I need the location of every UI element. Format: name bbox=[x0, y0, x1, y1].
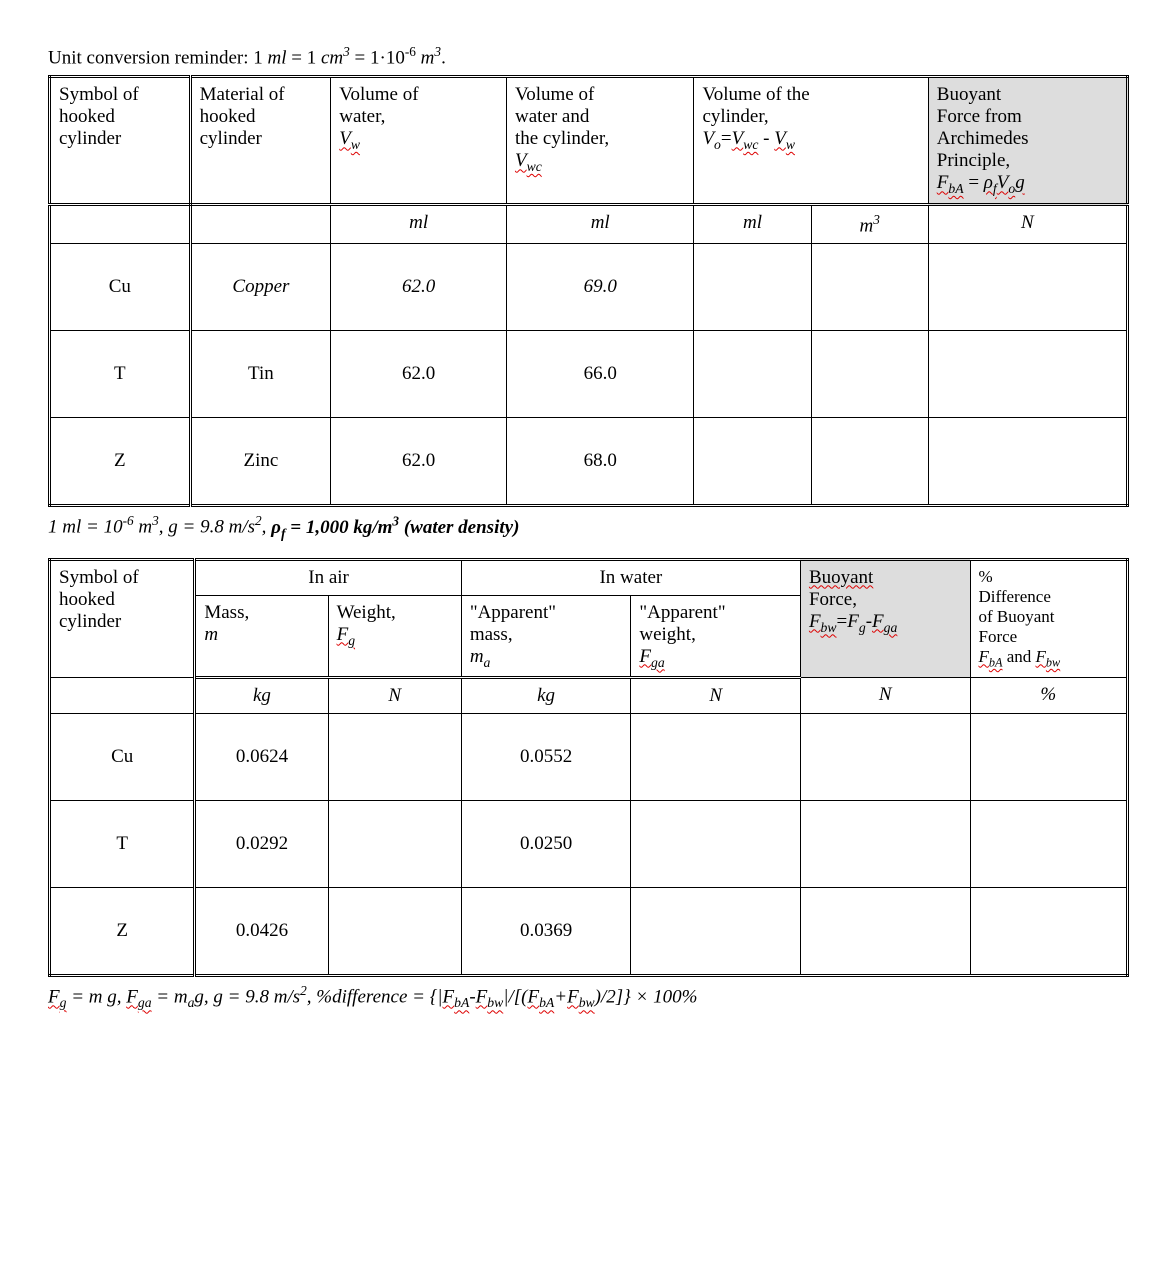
table-row: Cu Copper 62.0 69.0 bbox=[50, 244, 1128, 331]
col-header-material: Material of hooked cylinder bbox=[190, 77, 331, 205]
col-group-water: In water bbox=[461, 559, 800, 595]
text: = 1 bbox=[287, 47, 321, 68]
ml: ml bbox=[268, 47, 287, 68]
table-row: Z Zinc 62.0 68.0 bbox=[50, 418, 1128, 506]
formula-footnote: Fg = m g, Fga = mag, g = 9.8 m/s2, %diff… bbox=[48, 983, 1129, 1011]
unit-m3: m3 bbox=[811, 205, 928, 244]
col-header-mass: Mass, m bbox=[195, 595, 328, 678]
fbw-cell bbox=[800, 888, 970, 976]
text: = 1·10 bbox=[350, 47, 405, 68]
col-header-vw: Volume of water, Vw bbox=[331, 77, 507, 205]
table-row: Cu 0.0624 0.0552 bbox=[50, 714, 1128, 801]
col-header-fbw: Buoyant Force, Fbw=Fg-Fga bbox=[800, 559, 970, 678]
sym-cell: Z bbox=[50, 888, 195, 976]
mass-cell: 0.0292 bbox=[195, 801, 328, 888]
col-group-air: In air bbox=[195, 559, 461, 595]
unit-kg: kg bbox=[195, 678, 328, 714]
table-row: T 0.0292 0.0250 bbox=[50, 801, 1128, 888]
appmass-cell: 0.0369 bbox=[461, 888, 631, 976]
table-row: Z 0.0426 0.0369 bbox=[50, 888, 1128, 976]
exp: 3 bbox=[343, 44, 350, 59]
material-cell: Copper bbox=[190, 244, 331, 331]
vo-m3-cell bbox=[811, 244, 928, 331]
sym-cell: Cu bbox=[50, 714, 195, 801]
fba-cell bbox=[928, 418, 1127, 506]
pctdiff-cell bbox=[970, 801, 1128, 888]
appmass-cell: 0.0552 bbox=[461, 714, 631, 801]
col-header-fba: Buoyant Force from Archimedes Principle,… bbox=[928, 77, 1127, 205]
vw-cell: 62.0 bbox=[331, 331, 507, 418]
weight-cell bbox=[328, 888, 461, 976]
text: Unit conversion reminder: 1 bbox=[48, 47, 268, 68]
vo-ml-cell bbox=[694, 331, 811, 418]
appweight-cell bbox=[631, 714, 801, 801]
col-header-pctdiff: % Difference of Buoyant Force FbA and Fb… bbox=[970, 559, 1128, 678]
unit-ml: ml bbox=[331, 205, 507, 244]
sym-cell: Cu bbox=[50, 244, 191, 331]
col-header-weight: Weight, Fg bbox=[328, 595, 461, 678]
appweight-cell bbox=[631, 801, 801, 888]
col-header-appmass: "Apparent" mass, ma bbox=[461, 595, 631, 678]
material-cell: Zinc bbox=[190, 418, 331, 506]
unit-n: N bbox=[928, 205, 1127, 244]
pctdiff-cell bbox=[970, 714, 1128, 801]
unit-n: N bbox=[631, 678, 801, 714]
mass-cell: 0.0624 bbox=[195, 714, 328, 801]
vo-ml-cell bbox=[694, 244, 811, 331]
unit-ml: ml bbox=[694, 205, 811, 244]
unit-n: N bbox=[800, 678, 970, 714]
appweight-cell bbox=[631, 888, 801, 976]
volume-table: Symbol of hooked cylinder Material of ho… bbox=[48, 75, 1129, 507]
unit-n: N bbox=[328, 678, 461, 714]
table-row: T Tin 62.0 66.0 bbox=[50, 331, 1128, 418]
vwc-cell: 66.0 bbox=[506, 331, 693, 418]
unit-conversion-reminder: Unit conversion reminder: 1 ml = 1 cm3 =… bbox=[48, 44, 1129, 69]
fbw-cell bbox=[800, 714, 970, 801]
m: m bbox=[421, 47, 435, 68]
appmass-cell: 0.0250 bbox=[461, 801, 631, 888]
mass-cell: 0.0426 bbox=[195, 888, 328, 976]
text: . bbox=[441, 47, 446, 68]
vwc-cell: 69.0 bbox=[506, 244, 693, 331]
unit-ml: ml bbox=[506, 205, 693, 244]
unit-cell bbox=[190, 205, 331, 244]
sym-cell: T bbox=[50, 331, 191, 418]
col-header-vo: Volume of the cylinder, Vo=Vwc - Vw bbox=[694, 77, 928, 205]
vo-m3-cell bbox=[811, 418, 928, 506]
exp: -6 bbox=[405, 44, 416, 59]
col-header-symbol: Symbol of hooked cylinder bbox=[50, 77, 191, 205]
vw-cell: 62.0 bbox=[331, 418, 507, 506]
constants-note: 1 ml = 10-6 m3, g = 9.8 m/s2, ρf = 1,000… bbox=[48, 513, 1129, 541]
unit-cell bbox=[50, 678, 195, 714]
col-header-vwc: Volume of water and the cylinder, Vwc bbox=[506, 77, 693, 205]
sym-cell: T bbox=[50, 801, 195, 888]
fba-cell bbox=[928, 331, 1127, 418]
fba-cell bbox=[928, 244, 1127, 331]
weight-cell bbox=[328, 714, 461, 801]
unit-cell bbox=[50, 205, 191, 244]
sym-cell: Z bbox=[50, 418, 191, 506]
material-cell: Tin bbox=[190, 331, 331, 418]
vo-m3-cell bbox=[811, 331, 928, 418]
fbw-cell bbox=[800, 801, 970, 888]
vo-ml-cell bbox=[694, 418, 811, 506]
unit-kg: kg bbox=[461, 678, 631, 714]
weight-table: Symbol of hooked cylinder In air In wate… bbox=[48, 558, 1129, 978]
cm: cm bbox=[321, 47, 343, 68]
pctdiff-cell bbox=[970, 888, 1128, 976]
vwc-cell: 68.0 bbox=[506, 418, 693, 506]
col-header-appweight: "Apparent" weight, Fga bbox=[631, 595, 801, 678]
vw-cell: 62.0 bbox=[331, 244, 507, 331]
col-header-symbol: Symbol of hooked cylinder bbox=[50, 559, 195, 678]
weight-cell bbox=[328, 801, 461, 888]
unit-pct: % bbox=[970, 678, 1128, 714]
